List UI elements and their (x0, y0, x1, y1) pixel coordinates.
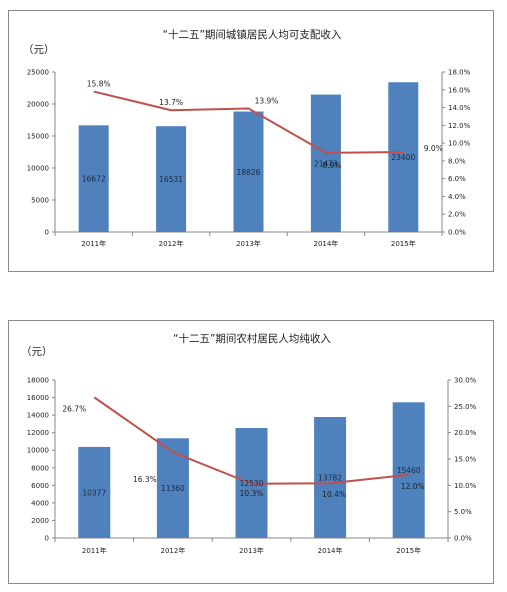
growth-rate-line (93, 396, 409, 485)
y-axis-unit: （元） (21, 346, 53, 358)
rate-data-label: 13.7% (159, 98, 183, 107)
y-tick-label: 12000 (27, 429, 49, 437)
y-axis-unit: （元） (23, 44, 55, 56)
y2-tick-label: 30.0% (454, 377, 477, 385)
y-tick-label: 2000 (31, 517, 49, 525)
y2-tick-label: 18.0% (448, 69, 471, 77)
bar-value-label: 11360 (161, 484, 185, 493)
rate-data-label: 26.7% (62, 404, 86, 413)
y-tick-label: 10000 (27, 165, 49, 173)
rate-data-label: 12.0% (401, 482, 425, 491)
y2-tick-label: 0.0% (454, 535, 472, 543)
bar (156, 438, 189, 538)
chart-svg: “十二五”期间城镇居民人均可支配收入 （元） 0 5000 10000 15000 2000… (23, 28, 471, 248)
y-tick-label: 15000 (27, 133, 49, 141)
y-tick-label: 6000 (31, 482, 49, 490)
rate-data-label: 8.9% (322, 161, 341, 170)
x-tick-label: 2012年 (159, 239, 184, 248)
y2-tick-label: 6.0% (448, 175, 466, 183)
y-tick-label: 20000 (27, 101, 49, 109)
y2-tick-label: 5.0% (454, 508, 472, 516)
rate-data-label: 16.3% (133, 475, 157, 484)
rate-data-label: 13.9% (255, 96, 279, 105)
rate-data-label: 10.3% (240, 489, 264, 498)
bar (388, 82, 419, 233)
bar (78, 446, 111, 538)
chart-panel-urban: “十二五”期间城镇居民人均可支配收入 （元） 0 5000 10000 15000 2000… (8, 10, 494, 272)
x-tick-label: 2011年 (81, 239, 106, 248)
bar (314, 417, 347, 538)
bar (156, 126, 187, 232)
x-tick-label: 2015年 (391, 239, 416, 248)
x-tick-label: 2013年 (236, 239, 261, 248)
y-tick-label: 18000 (27, 377, 49, 385)
y-tick-label: 10000 (27, 447, 49, 455)
bar-value-label: 18826 (237, 168, 261, 177)
y-tick-label: 14000 (27, 412, 49, 420)
y2-tick-label: 16.0% (448, 86, 471, 94)
y2-tick-label: 25.0% (454, 403, 477, 411)
y2-tick-label: 14.0% (448, 104, 471, 112)
x-tick-label: 2014年 (318, 546, 343, 555)
y2-tick-label: 2.0% (448, 211, 466, 219)
bar-value-label: 16531 (159, 175, 183, 184)
bar-value-label: 15460 (397, 466, 421, 475)
y-tick-label: 0 (45, 229, 49, 237)
y-tick-label: 4000 (31, 499, 49, 507)
bar-value-label: 23400 (391, 153, 415, 162)
rate-data-label: 10.4% (322, 490, 346, 499)
y2-tick-label: 0.0% (448, 229, 466, 237)
chart-svg: “十二五”期间农村居民人均纯收入 （元） 0 2000 4000 6000 8000 1000… (21, 332, 477, 555)
y2-tick-label: 15.0% (454, 456, 477, 464)
bar-value-label: 16672 (82, 175, 106, 184)
chart-title: “十二五”期间城镇居民人均可支配收入 (163, 28, 342, 41)
bar-value-label: 10377 (82, 488, 106, 497)
y2-tick-label: 12.0% (448, 122, 471, 130)
bar (78, 125, 109, 232)
y2-tick-label: 8.0% (448, 157, 466, 165)
y-tick-label: 25000 (27, 69, 49, 77)
y-tick-label: 8000 (31, 464, 49, 472)
x-tick-label: 2014年 (313, 239, 338, 248)
bar (310, 94, 341, 232)
bar (233, 111, 264, 232)
y-tick-label: 5000 (31, 197, 49, 205)
y-tick-label: 0 (45, 535, 49, 543)
rate-data-label: 9.0% (424, 144, 443, 153)
y-tick-label: 16000 (27, 394, 49, 402)
y2-tick-label: 10.0% (448, 140, 471, 148)
x-tick-label: 2015年 (396, 546, 421, 555)
rate-data-label: 15.8% (87, 80, 111, 89)
bar-value-label: 12530 (240, 479, 264, 488)
chart-title: “十二五”期间农村居民人均纯收入 (173, 332, 331, 345)
growth-rate-line (93, 90, 404, 154)
bar-value-label: 13782 (318, 474, 342, 483)
y2-tick-label: 20.0% (454, 429, 477, 437)
x-tick-label: 2011年 (82, 546, 107, 555)
x-tick-label: 2013年 (239, 546, 264, 555)
bar-value-label: 21473 (314, 159, 338, 168)
chart-panel-rural: “十二五”期间农村居民人均纯收入 （元） 0 2000 4000 6000 8000 1000… (8, 320, 494, 584)
y2-tick-label: 4.0% (448, 193, 466, 201)
x-tick-label: 2012年 (160, 546, 185, 555)
y2-tick-label: 10.0% (454, 482, 477, 490)
bar (392, 402, 425, 538)
